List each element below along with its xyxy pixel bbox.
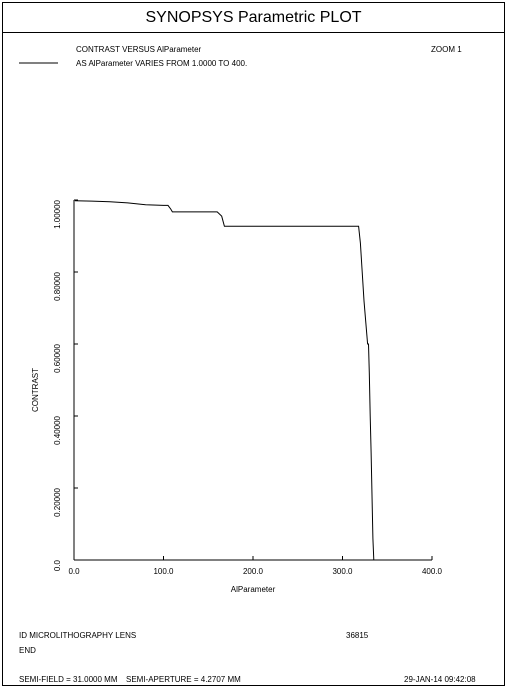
y-tick-label: 0.80000 — [53, 271, 62, 300]
x-tick-label: 400.0 — [422, 567, 443, 576]
chart-tick-labels: 0.0 100.0 200.0 300.0 400.0 0.0 0.20000 0.40000… — [53, 199, 443, 576]
y-tick-label: 0.40000 — [53, 415, 62, 444]
series-line-contrast — [74, 200, 375, 561]
x-tick-label: 200.0 — [243, 567, 264, 576]
x-axis-label: AlParameter — [231, 585, 276, 594]
x-tick-label: 0.0 — [68, 567, 80, 576]
y-tick-label: 0.20000 — [53, 487, 62, 516]
chart-axes — [73, 200, 432, 561]
x-tick-label: 300.0 — [332, 567, 353, 576]
chart-ticks — [73, 199, 433, 561]
y-tick-label: 1.00000 — [53, 199, 62, 228]
end-label: END — [19, 646, 36, 655]
header-line-1: CONTRAST VERSUS AlParameter — [76, 45, 202, 54]
semi-field: SEMI-FIELD = 31.0000 MM — [19, 675, 118, 684]
window-title: SYNOPSYS Parametric PLOT — [3, 3, 504, 33]
y-tick-label: 0.0 — [53, 559, 62, 571]
timestamp: 29-JAN-14 09:42:08 — [404, 675, 476, 684]
zoom-label: ZOOM 1 — [431, 45, 462, 54]
header-line-2: AS AlParameter VARIES FROM 1.0000 TO 400… — [76, 59, 248, 68]
y-axis-label: CONTRAST — [31, 368, 40, 412]
x-tick-label: 100.0 — [153, 567, 174, 576]
semi-aperture: SEMI-APERTURE = 4.2707 MM — [126, 675, 241, 684]
y-tick-label: 0.60000 — [53, 343, 62, 372]
lens-id: ID MICROLITHOGRAPHY LENS — [19, 631, 137, 640]
lens-code: 36815 — [346, 631, 369, 640]
